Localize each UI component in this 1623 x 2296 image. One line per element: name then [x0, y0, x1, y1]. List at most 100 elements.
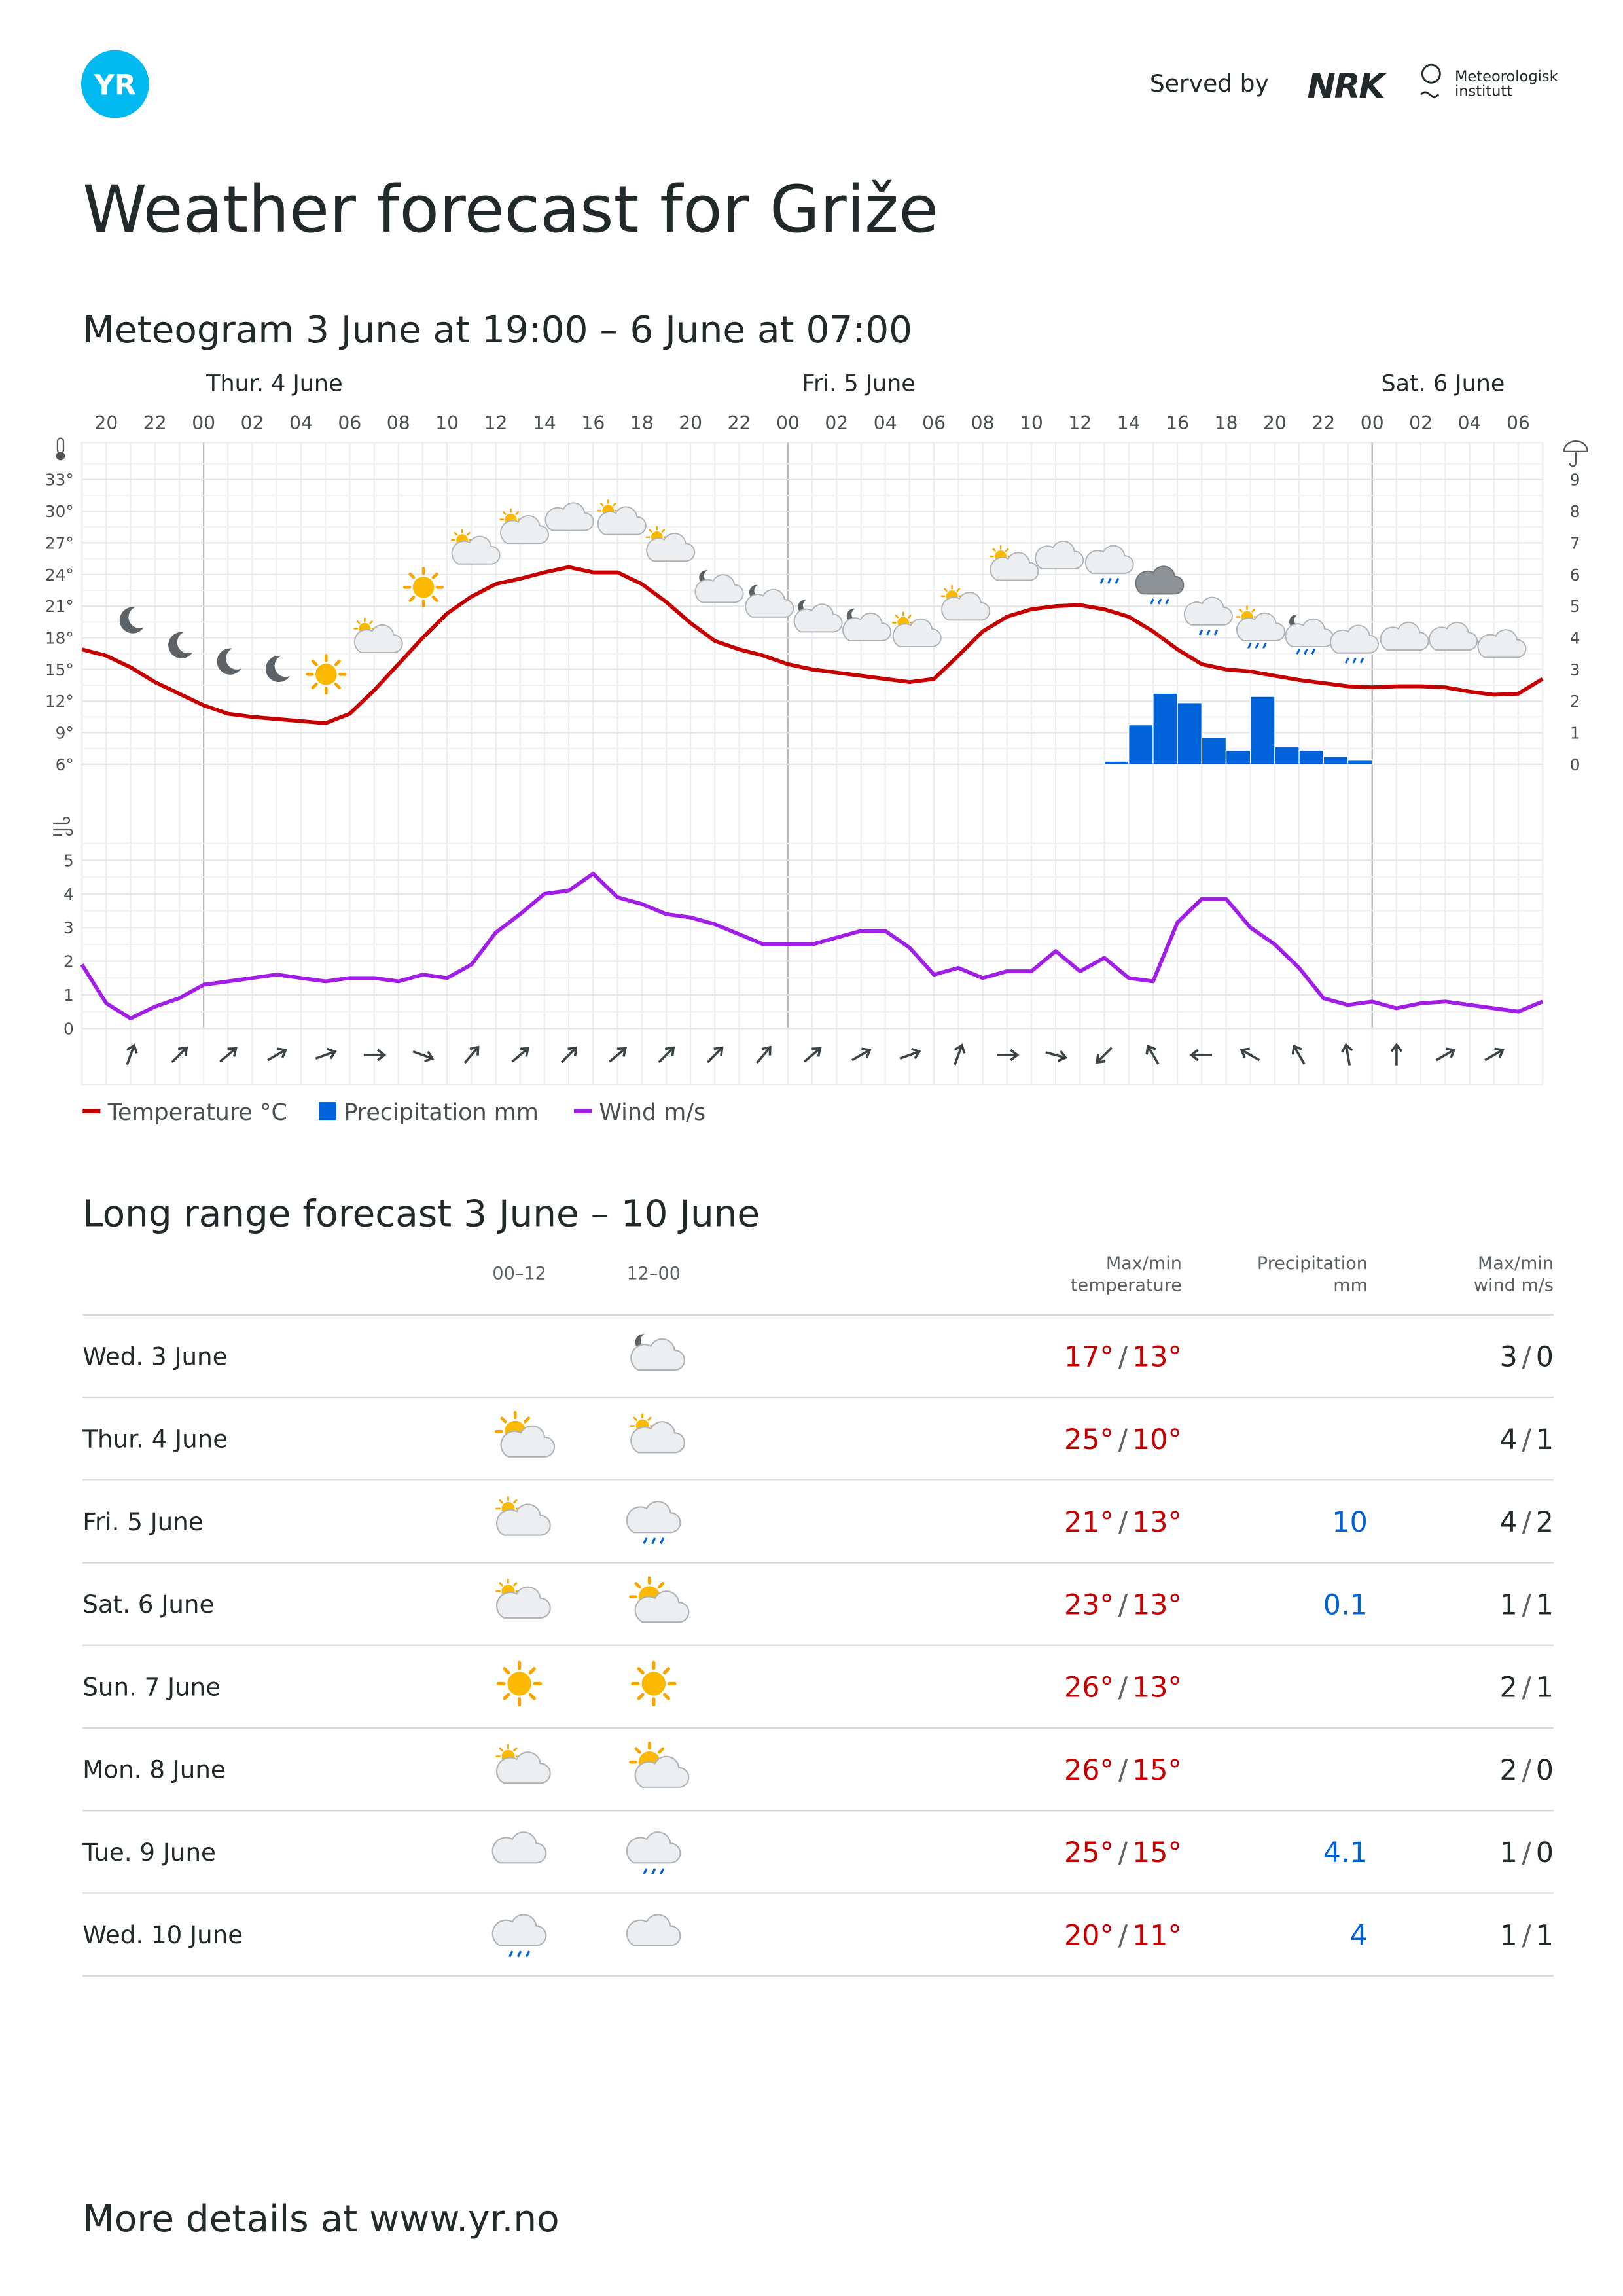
- ray: [515, 511, 519, 515]
- ray: [658, 1581, 665, 1589]
- ray: [992, 548, 997, 552]
- day-name: Sat. 6 June: [82, 1590, 214, 1619]
- cloud: [634, 1590, 690, 1623]
- legend-swatch: [318, 1102, 337, 1121]
- hour-label: 04: [289, 412, 313, 434]
- weather-icon: [1429, 622, 1478, 651]
- rain-drop: [1311, 649, 1316, 655]
- arrow-shape: [803, 1047, 822, 1063]
- wind-min: 2: [1536, 1506, 1554, 1539]
- cloud: [1035, 541, 1084, 570]
- column-header: Max/min: [1478, 1253, 1554, 1274]
- rain-drop: [1303, 649, 1308, 655]
- wind: 4/1: [1500, 1424, 1554, 1456]
- day-label: Thur. 4 June: [205, 370, 342, 397]
- wind-max: 1: [1500, 1588, 1518, 1621]
- min-temp: 13°: [1132, 1506, 1182, 1539]
- ray: [1239, 609, 1243, 613]
- weather-icon: [1330, 624, 1380, 664]
- rain-drop: [1213, 629, 1219, 636]
- min-temp: 13°: [1132, 1588, 1182, 1621]
- y-tick-label: 3: [63, 918, 74, 937]
- arrow-shape: [1484, 1047, 1505, 1062]
- rain-drop: [508, 1950, 514, 1958]
- y-tick-label: 21°: [45, 597, 74, 616]
- max-temp: 20°: [1064, 1919, 1114, 1952]
- wind-arrow: [560, 1046, 578, 1064]
- hour-label: 02: [825, 412, 848, 434]
- wind-arrow: [315, 1047, 337, 1060]
- hour-label: 08: [971, 412, 995, 434]
- nrk: NRK: [1308, 67, 1388, 106]
- weather-icon: [491, 1831, 547, 1864]
- min-temp: 11°: [1132, 1919, 1182, 1952]
- arrow-shape: [658, 1046, 675, 1064]
- wind-arrow: [803, 1047, 822, 1063]
- arrow-shape: [412, 1050, 435, 1063]
- sep: /: [1522, 1837, 1532, 1869]
- wind-arrow: [1096, 1047, 1113, 1064]
- precipitation: 0.1: [1323, 1588, 1368, 1621]
- day-name: Thur. 4 June: [82, 1425, 228, 1454]
- precipitation: 4.1: [1323, 1837, 1368, 1869]
- legend-label: Wind m/s: [599, 1100, 705, 1126]
- weather-icon: [629, 1741, 690, 1788]
- wind-min: 0: [1536, 1341, 1554, 1374]
- ray: [634, 1747, 641, 1754]
- wind-max: 1: [1500, 1837, 1518, 1869]
- sep: /: [1522, 1588, 1532, 1621]
- cloud: [597, 506, 647, 535]
- arrow-shape: [267, 1047, 287, 1062]
- day-name: Mon. 8 June: [82, 1755, 226, 1784]
- wind-max: 4: [1500, 1506, 1518, 1539]
- y-tick-label: 33°: [45, 471, 74, 490]
- wind: 1/0: [1500, 1837, 1554, 1869]
- wind: 3/0: [1500, 1341, 1554, 1374]
- y-tick-label: 27°: [45, 533, 74, 552]
- weather-icon: [892, 611, 942, 647]
- arrow-shape: [1341, 1043, 1353, 1066]
- wind-max: 1: [1500, 1919, 1518, 1952]
- max-temp: 23°: [1064, 1588, 1114, 1621]
- rain-drop: [1247, 643, 1252, 649]
- hour-label: 16: [581, 412, 605, 434]
- table-title: Long range forecast 3 June – 10 June: [82, 1193, 760, 1235]
- cloud: [1380, 622, 1429, 651]
- ray: [908, 615, 912, 619]
- hour-label: 08: [387, 412, 410, 434]
- sep: /: [1118, 1919, 1128, 1952]
- day-name: Fri. 5 June: [82, 1507, 203, 1536]
- ray: [1005, 548, 1009, 552]
- ray: [661, 529, 666, 533]
- max-temp: 26°: [1064, 1754, 1114, 1787]
- arrow-shape: [126, 1043, 138, 1066]
- y-tick-label: 9°: [56, 724, 74, 743]
- temperature: 21°/13°: [1064, 1506, 1182, 1539]
- wind-arrow: [1435, 1047, 1456, 1062]
- arrow-shape: [363, 1049, 387, 1062]
- wind-arrow: [658, 1046, 675, 1064]
- cloud: [491, 1914, 547, 1946]
- wind-arrow: [1240, 1047, 1260, 1062]
- hour-label: 14: [533, 412, 556, 434]
- wind-min: 0: [1536, 1754, 1554, 1787]
- cloud: [496, 1503, 551, 1536]
- hour-label: 22: [728, 412, 751, 434]
- cloud: [630, 1421, 685, 1454]
- weather-icon: [544, 502, 594, 531]
- y2-tick-label: 4: [1570, 628, 1580, 647]
- wind: 4/2: [1500, 1506, 1554, 1539]
- sep: /: [1522, 1506, 1532, 1539]
- ray: [431, 572, 438, 579]
- arrow-shape: [996, 1049, 1020, 1062]
- temperature: 20°/11°: [1064, 1919, 1182, 1952]
- day-label: Sat. 6 June: [1381, 370, 1505, 397]
- cloud: [544, 502, 594, 531]
- cloud: [793, 603, 843, 633]
- weather-icon: [630, 1413, 685, 1454]
- met-wave: [1420, 91, 1440, 98]
- hour-label: 06: [1507, 412, 1530, 434]
- rain-drop: [1344, 657, 1349, 664]
- precip-bar: [1323, 756, 1349, 765]
- weather-icon: [631, 1660, 677, 1707]
